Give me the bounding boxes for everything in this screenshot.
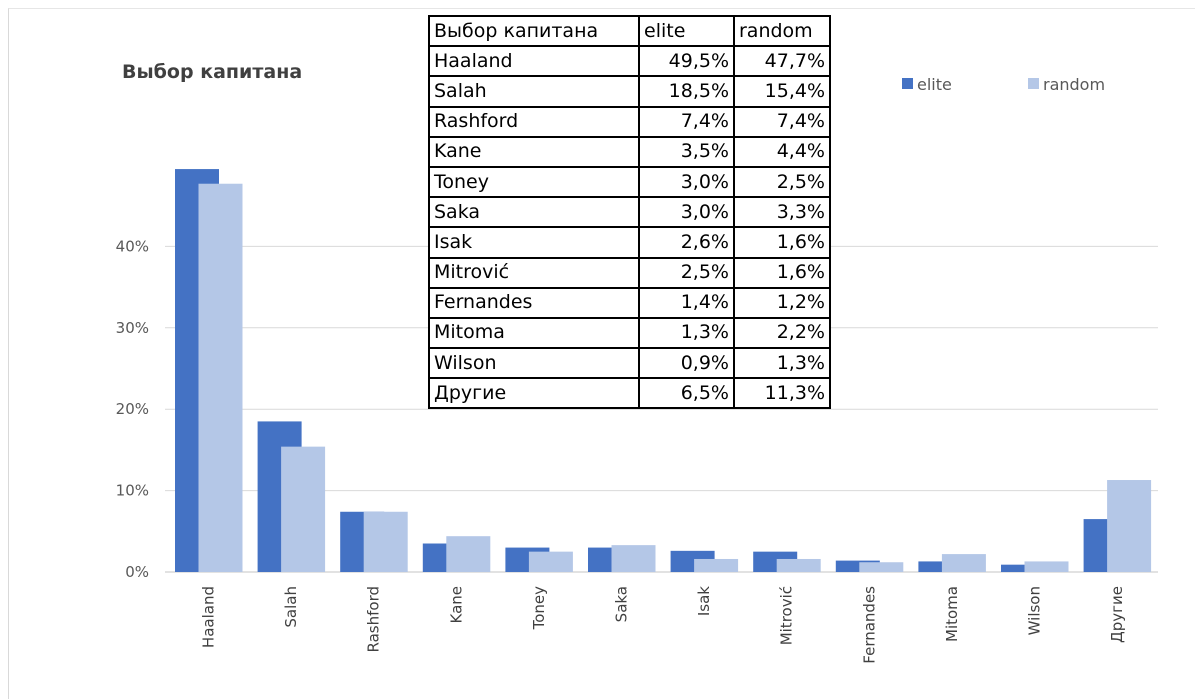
table-cell-value: 2,6% [638, 226, 735, 259]
table-row: Saka 3,0% 3,3% [428, 196, 831, 229]
x-category-label: Haaland [200, 586, 218, 648]
x-category-label: Fernandes [860, 586, 878, 664]
table-row: Другие 6,5% 11,3% [428, 377, 831, 410]
x-category-label: Isak [695, 586, 713, 616]
y-tick-label: 30% [116, 319, 149, 337]
table-cell-name: Haaland [428, 45, 640, 78]
bar-random-7 [776, 558, 821, 572]
table-cell-name: Salah [428, 75, 640, 108]
bar-random-5 [611, 545, 656, 572]
table-cell-value: 1,3% [733, 347, 831, 380]
x-category-label: Salah [282, 586, 300, 628]
legend-swatch-random [1028, 78, 1039, 89]
table-cell-name: Mitoma [428, 316, 640, 350]
x-category-label: Toney [530, 586, 548, 631]
table-cell-value: 7,4% [733, 105, 831, 138]
x-category-label: Mitrović [778, 586, 796, 645]
x-category-label: Wilson [1026, 586, 1044, 635]
table-cell-name: Rashford [428, 105, 640, 138]
legend-label-random: random [1043, 75, 1105, 94]
y-tick-label: 20% [116, 400, 149, 418]
x-axis: Haaland Salah Rashford Kane Toney Saka Isak Mit… [200, 586, 1127, 664]
grid-lines [165, 245, 1158, 573]
chart-frame [8, 8, 1195, 699]
bar-random-11 [1107, 480, 1152, 572]
table-row: Salah 18,5% 15,4% [428, 75, 831, 108]
y-tick-label: 0% [125, 563, 149, 581]
table-cell-name: Kane [428, 135, 640, 168]
table-cell-value: 15,4% [733, 75, 831, 108]
captain-table-body: Выбор капитана elite random Haaland 49,5% 47,… [428, 14, 831, 410]
table-cell-value: 7,4% [638, 105, 735, 138]
x-category-label: Другие [1108, 586, 1126, 643]
y-tick-label: 40% [116, 237, 149, 255]
table-cell-value: 3,5% [638, 135, 735, 168]
y-axis: 0% 10% 20% 30% 40% [116, 237, 149, 581]
table-cell-name: Saka [428, 196, 640, 229]
table-cell-value: 1,2% [733, 286, 831, 319]
legend: elite random [902, 75, 1105, 94]
table-cell-value: 2,5% [638, 256, 735, 289]
table-row: Rashford 7,4% 7,4% [428, 105, 831, 138]
bar-random-8 [859, 562, 904, 572]
bar-random-9 [941, 554, 986, 572]
table-cell-value: 1,4% [638, 286, 735, 319]
table-cell-value: 3,3% [733, 196, 831, 229]
table-cell-name: Другие [428, 377, 640, 410]
table-cell-value: random [733, 14, 831, 48]
table-row: Kane 3,5% 4,4% [428, 135, 831, 168]
bar-random-0 [198, 183, 243, 573]
table-cell-value: 1,3% [638, 316, 735, 350]
bar-random-1 [281, 446, 326, 572]
x-category-label: Saka [613, 586, 631, 622]
x-category-label: Kane [447, 586, 465, 624]
table-cell-value: 0,9% [638, 347, 735, 380]
bars [175, 169, 1152, 573]
bar-random-2 [363, 511, 408, 572]
bar-random-6 [694, 558, 739, 572]
bar-random-4 [528, 551, 573, 572]
bar-random-10 [1024, 561, 1069, 572]
table-cell-value: 6,5% [638, 377, 735, 410]
table-cell-name: Wilson [428, 347, 640, 380]
bar-elite-10 [1001, 564, 1045, 572]
table-row: Isak 2,6% 1,6% [428, 226, 831, 259]
table-cell-name: Mitrović [428, 256, 640, 289]
bar-elite-9 [918, 561, 963, 572]
table-cell-value: 49,5% [638, 45, 735, 78]
table-cell-value: 3,0% [638, 165, 735, 199]
chart-title: Выбор капитана [122, 61, 302, 83]
table-row: Fernandes 1,4% 1,2% [428, 286, 831, 319]
table-cell-name: Выбор капитана [428, 14, 640, 48]
table-cell-value: 18,5% [638, 75, 735, 108]
table-cell-value: 2,5% [733, 165, 831, 199]
table-row: Toney 3,0% 2,5% [428, 165, 831, 199]
table-row: Mitrović 2,5% 1,6% [428, 256, 831, 289]
legend-label-elite: elite [917, 75, 952, 94]
table-cell-value: 47,7% [733, 45, 831, 78]
table-cell-name: Toney [428, 165, 640, 199]
captain-table: Выбор капитана elite random Haaland 49,5% 47,… [428, 14, 831, 410]
table-cell-name: Fernandes [428, 286, 640, 319]
y-tick-label: 10% [116, 482, 149, 500]
table-row: Haaland 49,5% 47,7% [428, 45, 831, 78]
table-cell-value: 2,2% [733, 316, 831, 350]
table-cell-value: 1,6% [733, 256, 831, 289]
x-category-label: Mitoma [943, 586, 961, 642]
table-cell-value: 11,3% [733, 377, 831, 410]
table-cell-value: elite [638, 14, 735, 48]
table-cell-name: Isak [428, 226, 640, 259]
table-row: Wilson 0,9% 1,3% [428, 347, 831, 380]
bar-random-3 [446, 536, 491, 572]
table-cell-value: 3,0% [638, 196, 735, 229]
table-header-row: Выбор капитана elite random [428, 14, 831, 48]
table-cell-value: 4,4% [733, 135, 831, 168]
table-cell-value: 1,6% [733, 226, 831, 259]
legend-swatch-elite [902, 78, 913, 89]
bar-elite-8 [835, 560, 880, 572]
table-row: Mitoma 1,3% 2,2% [428, 316, 831, 350]
x-category-label: Rashford [365, 586, 383, 653]
